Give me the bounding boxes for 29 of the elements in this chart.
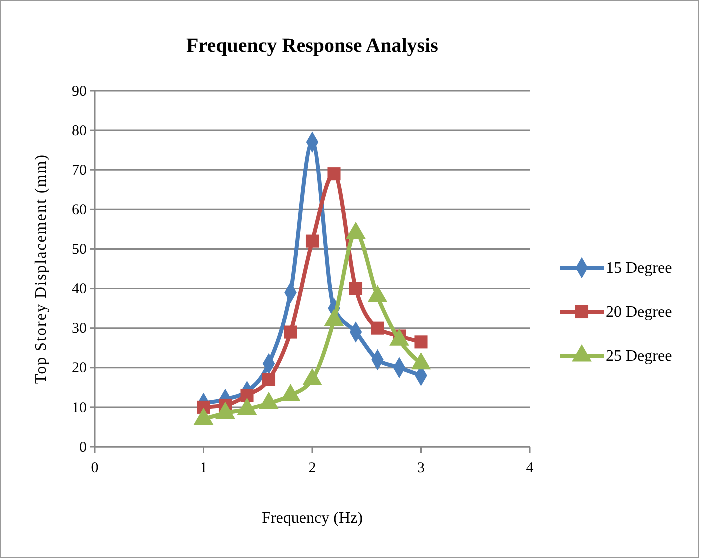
y-tick-label: 60 [72, 202, 87, 218]
y-tick-label: 0 [80, 440, 87, 456]
x-tick-label: 4 [526, 460, 534, 476]
point [349, 282, 363, 296]
point [371, 322, 384, 335]
y-axis-title: Top Storey Displacement (mm) [33, 154, 50, 384]
x-tick-label: 3 [418, 460, 425, 476]
y-tick-label: 90 [72, 84, 87, 100]
y-tick-label: 40 [72, 282, 87, 298]
y-tick-label: 30 [72, 321, 87, 338]
point [306, 234, 320, 248]
x-axis-title: Frequency (Hz) [262, 510, 363, 527]
x-tick-label: 0 [91, 460, 99, 476]
y-tick-label: 20 [72, 360, 87, 377]
y-tick-label: 50 [72, 242, 87, 258]
legend-label: 20 Degree [606, 304, 672, 321]
x-tick-label: 1 [200, 460, 208, 476]
y-tick-label: 80 [72, 123, 87, 140]
chart-title: Frequency Response Analysis [186, 35, 439, 57]
y-tick-label: 70 [72, 162, 87, 179]
x-tick-label: 2 [308, 460, 316, 476]
point [328, 168, 341, 181]
point [414, 336, 428, 349]
legend-label: 25 Degree [606, 348, 672, 365]
y-tick-label: 10 [72, 400, 87, 416]
point [284, 326, 298, 339]
point [240, 389, 254, 402]
point [262, 373, 276, 386]
legend-label: 15 Degree [606, 260, 672, 277]
